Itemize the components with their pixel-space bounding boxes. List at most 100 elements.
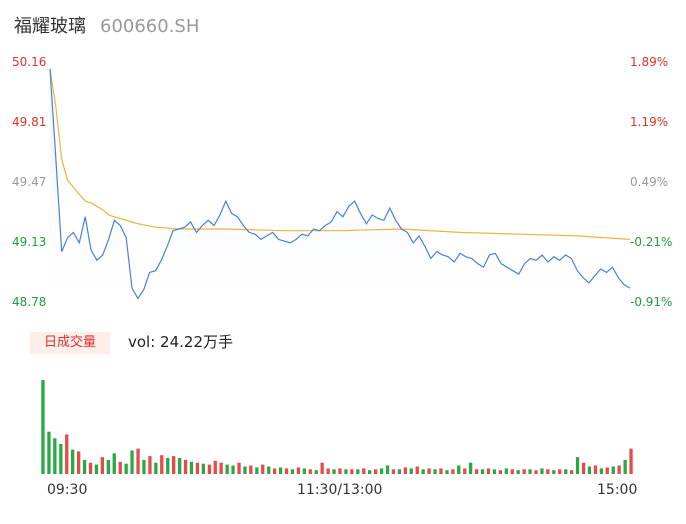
volume-bar bbox=[469, 462, 473, 474]
volume-bar bbox=[368, 470, 372, 474]
volume-bar bbox=[88, 462, 93, 474]
volume-bar bbox=[445, 470, 449, 474]
x-tick-close: 15:00 bbox=[597, 482, 638, 498]
volume-bar bbox=[225, 464, 229, 474]
volume-bar bbox=[326, 468, 330, 474]
stock-code: 600660.SH bbox=[100, 16, 200, 37]
volume-bar bbox=[130, 450, 134, 474]
average-price-line bbox=[49, 68, 631, 240]
volume-bars bbox=[41, 380, 633, 474]
volume-bar bbox=[82, 459, 87, 474]
volume-bar bbox=[112, 453, 116, 474]
volume-bar bbox=[540, 468, 544, 474]
volume-bar bbox=[522, 469, 526, 474]
volume-bar bbox=[480, 469, 485, 474]
volume-bar bbox=[362, 468, 366, 474]
volume-bar bbox=[284, 468, 289, 474]
volume-bar bbox=[581, 462, 586, 474]
volume-bar bbox=[552, 470, 556, 474]
volume-bar bbox=[219, 462, 223, 474]
volume-bar bbox=[237, 462, 241, 474]
volume-bar bbox=[136, 448, 140, 474]
volume-bar bbox=[587, 466, 592, 474]
volume-bar bbox=[421, 469, 425, 474]
volume-bar bbox=[71, 449, 75, 474]
volume-bar bbox=[53, 438, 57, 474]
volume-bar bbox=[599, 468, 603, 474]
volume-bar bbox=[154, 462, 158, 474]
y-tick-left-4: 48.78 bbox=[12, 295, 47, 309]
volume-bar bbox=[249, 465, 253, 474]
volume-bar bbox=[338, 468, 342, 474]
x-tick-open: 09:30 bbox=[47, 482, 88, 498]
volume-bar bbox=[106, 459, 110, 474]
volume-bar bbox=[374, 469, 378, 474]
volume-bar bbox=[629, 448, 633, 474]
volume-bar bbox=[100, 457, 104, 474]
volume-bar bbox=[558, 469, 562, 474]
volume-bar bbox=[166, 458, 170, 474]
volume-bar bbox=[261, 464, 265, 474]
volume-bar bbox=[385, 465, 390, 474]
volume-bar bbox=[486, 468, 491, 474]
volume-bar bbox=[290, 469, 295, 474]
volume-bar bbox=[195, 462, 200, 474]
volume-bar bbox=[433, 469, 437, 474]
volume-bar bbox=[528, 469, 532, 474]
volume-bar bbox=[41, 380, 45, 474]
volume-summary: vol: 24.22万手 bbox=[128, 333, 233, 351]
volume-bar bbox=[415, 466, 419, 474]
volume-bar bbox=[611, 466, 615, 474]
y-tick-left-3: 49.13 bbox=[12, 235, 47, 249]
volume-bar bbox=[314, 470, 318, 474]
y-tick-right-3: -0.21% bbox=[630, 235, 673, 249]
volume-bar bbox=[451, 469, 455, 474]
stock-header: 福耀玻璃 600660.SH bbox=[14, 12, 199, 40]
price-area-fill bbox=[50, 69, 630, 302]
volume-bar bbox=[160, 455, 164, 474]
y-tick-left-0: 50.16 bbox=[12, 55, 47, 69]
volume-bar bbox=[178, 458, 182, 474]
price-line bbox=[49, 68, 631, 300]
volume-bar bbox=[332, 469, 336, 474]
volume-bar bbox=[183, 459, 188, 474]
volume-bar bbox=[463, 468, 467, 474]
volume-bar bbox=[142, 459, 146, 474]
volume-bar bbox=[605, 467, 609, 474]
volume-bar bbox=[439, 468, 443, 474]
volume-bar bbox=[207, 464, 211, 474]
volume-bar bbox=[255, 467, 259, 474]
volume-label-badge[interactable]: 日成交量 bbox=[30, 332, 110, 354]
y-tick-right-2: 0.49% bbox=[630, 175, 669, 189]
volume-bar bbox=[516, 470, 520, 474]
volume-bar bbox=[243, 466, 247, 474]
volume-bar bbox=[457, 465, 461, 474]
volume-bar bbox=[492, 469, 497, 474]
volume-bar bbox=[308, 469, 312, 474]
stock-name: 福耀玻璃 bbox=[14, 16, 86, 37]
volume-bar bbox=[504, 468, 508, 474]
volume-bar bbox=[356, 469, 360, 474]
volume-bar bbox=[231, 465, 235, 474]
volume-bar bbox=[498, 470, 502, 474]
volume-bar bbox=[623, 459, 627, 474]
volume-bar bbox=[409, 468, 413, 474]
volume-bar bbox=[118, 461, 122, 474]
volume-bar bbox=[427, 468, 431, 474]
volume-bar bbox=[403, 467, 407, 474]
volume-bar bbox=[65, 434, 69, 474]
volume-bar bbox=[296, 467, 301, 474]
volume-bar bbox=[148, 456, 152, 474]
volume-bar bbox=[213, 460, 217, 474]
volume-bar bbox=[570, 470, 574, 474]
y-tick-right-0: 1.89% bbox=[630, 55, 669, 69]
volume-bar bbox=[59, 443, 63, 474]
y-tick-left-2: 49.47 bbox=[12, 175, 47, 189]
volume-bar bbox=[94, 464, 99, 474]
volume-bar bbox=[189, 461, 194, 474]
volume-bar bbox=[397, 469, 401, 474]
volume-bar bbox=[617, 465, 621, 474]
volume-bar bbox=[534, 470, 538, 474]
volume-bar bbox=[302, 468, 306, 474]
